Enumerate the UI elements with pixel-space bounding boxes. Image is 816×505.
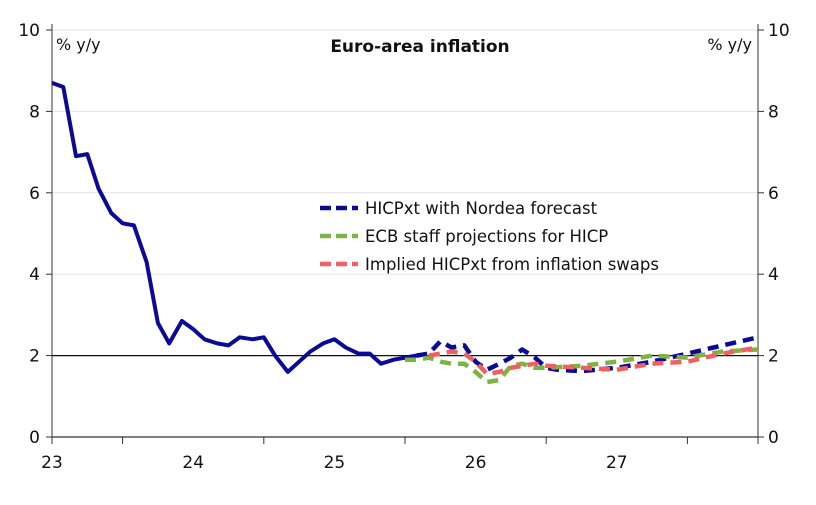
y-tick-label-left: 10 (18, 21, 40, 41)
y-tick-label-right: 4 (768, 265, 779, 285)
series-layer (51, 81, 759, 385)
y-tick-label-right: 2 (768, 347, 779, 367)
y-tick-label-left: 8 (29, 102, 40, 122)
y-tick-label-right: 8 (768, 102, 779, 122)
y-tick-label-left: 6 (29, 184, 40, 204)
y-axis-unit-left: % y/y (56, 35, 101, 54)
y-tick-label-left: 0 (29, 428, 40, 448)
grid-layer (52, 29, 758, 357)
series-line-hicpxt-with-nordea-forecast (415, 335, 759, 374)
legend-label: ECB staff projections for HICP (365, 227, 608, 246)
series-line-hicpxt (51, 81, 417, 374)
legend-label: Implied HICPxt from inflation swaps (365, 255, 659, 274)
y-tick-label-right: 6 (768, 184, 779, 204)
legend-label: HICPxt with Nordea forecast (365, 199, 598, 218)
y-axis-unit-right: % y/y (707, 35, 752, 54)
chart-title: Euro-area inflation (330, 37, 509, 57)
y-tick-label-right: 10 (768, 21, 790, 41)
x-tick-label: 27 (606, 453, 628, 473)
series-line-ecb-staff-projections-for-hicp (405, 347, 759, 385)
x-tick-label: 23 (41, 453, 63, 473)
x-tick-label: 24 (182, 453, 204, 473)
x-tick-label: 26 (465, 453, 487, 473)
y-tick-label-left: 4 (29, 265, 40, 285)
x-tick-label: 25 (324, 453, 346, 473)
legend: HICPxt with Nordea forecast ECB staff pro… (320, 199, 659, 274)
y-tick-label-right: 0 (768, 428, 779, 448)
y-tick-label-left: 2 (29, 347, 40, 367)
